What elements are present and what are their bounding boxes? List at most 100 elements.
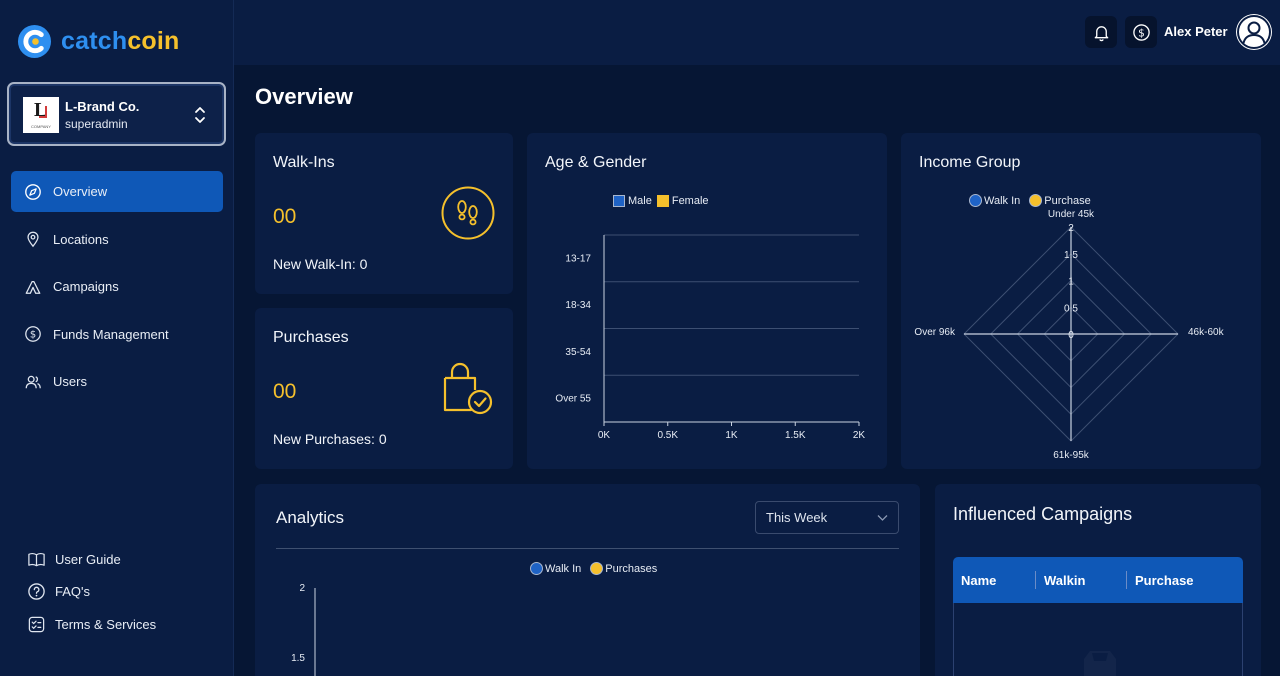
svg-text:$: $ bbox=[1138, 27, 1145, 39]
sidebar-item-label: Campaigns bbox=[53, 279, 119, 294]
sidebar-nav: Overview Locations Campaigns $ Funds Man… bbox=[11, 171, 223, 409]
radar-axis-label: Under 45k bbox=[1048, 209, 1095, 220]
income-group-card: Income Group Walk In Purchase 0 0.5 1 1.5 2 U… bbox=[901, 133, 1261, 469]
campaign-icon bbox=[25, 280, 41, 294]
income-radar-chart: 0 0.5 1 1.5 2 Under 45k 46k-60k 61k-95k Over 96k bbox=[914, 209, 1225, 461]
user-guide-link[interactable]: User Guide bbox=[27, 548, 156, 570]
age-gender-legend: Male Female bbox=[613, 195, 709, 207]
legend-swatch-walk-in bbox=[969, 194, 982, 207]
sidebar-item-overview[interactable]: Overview bbox=[11, 171, 223, 212]
wallet-button[interactable]: $ bbox=[1125, 16, 1157, 48]
sidebar-item-campaigns[interactable]: Campaigns bbox=[11, 266, 223, 307]
sidebar-item-locations[interactable]: Locations bbox=[11, 219, 223, 260]
radar-axis-label: Over 96k bbox=[914, 327, 956, 338]
y-tick-label: 1.5 bbox=[291, 653, 305, 664]
legend-swatch-female bbox=[656, 195, 669, 207]
faqs-link[interactable]: FAQ's bbox=[27, 581, 156, 603]
dollar-circle-icon: $ bbox=[25, 326, 41, 342]
x-tick-label: 1.5K bbox=[785, 430, 806, 441]
influenced-title: Influenced Campaigns bbox=[953, 504, 1133, 524]
topbar: $ Alex Peter bbox=[234, 0, 1280, 65]
purchases-value: 00 bbox=[273, 380, 297, 403]
x-tick-label: 1K bbox=[725, 430, 738, 441]
svg-text:$: $ bbox=[30, 330, 36, 341]
period-select-value: This Week bbox=[766, 510, 828, 525]
x-tick-label: 2K bbox=[853, 430, 866, 441]
campaigns-table-body bbox=[953, 603, 1243, 676]
radar-axis-label: 46k-60k bbox=[1188, 327, 1225, 338]
sidebar-footer: User Guide FAQ's Terms & Services bbox=[27, 548, 156, 646]
column-header-name[interactable]: Name bbox=[961, 572, 997, 588]
radar-tick-label: 0 bbox=[1068, 330, 1074, 341]
age-gender-title: Age & Gender bbox=[545, 154, 647, 171]
chevron-up-down-icon[interactable] bbox=[193, 104, 207, 126]
question-circle-icon bbox=[28, 583, 45, 600]
brand-logo: L COMPANY bbox=[23, 97, 59, 133]
legend-swatch-male bbox=[613, 195, 625, 207]
brand-role: superadmin bbox=[65, 117, 128, 131]
legend-label-walk-in[interactable]: Walk In bbox=[545, 562, 582, 575]
sidebar-item-users[interactable]: Users bbox=[11, 361, 223, 402]
compass-icon bbox=[25, 183, 41, 200]
purchases-new: New Purchases: 0 bbox=[273, 431, 387, 447]
logo-text: catchcoin bbox=[61, 27, 180, 55]
analytics-legend: Walk In Purchases bbox=[530, 562, 657, 575]
shopping-bag-check-icon bbox=[443, 362, 493, 415]
analytics-title: Analytics bbox=[276, 508, 345, 527]
analytics-chart: 21.5 bbox=[291, 583, 316, 676]
radar-tick-label: 1 bbox=[1068, 277, 1074, 288]
column-header-walkin[interactable]: Walkin bbox=[1044, 572, 1086, 588]
book-icon bbox=[28, 552, 45, 566]
analytics-divider bbox=[276, 548, 899, 549]
y-tick-label: Over 55 bbox=[555, 394, 591, 405]
income-title: Income Group bbox=[919, 154, 1021, 171]
age-gender-card: Age & Gender Male Female 13-17 18-34 35-54… bbox=[527, 133, 887, 469]
avatar[interactable] bbox=[1236, 14, 1272, 50]
legend-swatch-purchase bbox=[1029, 194, 1043, 207]
footprints-icon bbox=[441, 186, 495, 240]
location-pin-icon bbox=[27, 231, 39, 248]
bell-icon bbox=[1094, 25, 1108, 41]
sidebar-item-label: Funds Management bbox=[53, 326, 169, 342]
column-header-purchase[interactable]: Purchase bbox=[1135, 572, 1194, 588]
notifications-button[interactable] bbox=[1085, 16, 1117, 48]
sidebar-item-label: Users bbox=[53, 374, 87, 389]
checklist-icon bbox=[28, 616, 45, 632]
y-tick-label: 18-34 bbox=[565, 300, 591, 311]
dollar-circle-icon: $ bbox=[1132, 23, 1150, 41]
radar-tick-label: 1.5 bbox=[1064, 250, 1078, 261]
walkins-title: Walk-Ins bbox=[273, 154, 335, 171]
legend-swatch-walk-in bbox=[530, 562, 543, 575]
y-tick-label: 35-54 bbox=[565, 347, 591, 358]
chevron-down-icon bbox=[877, 515, 888, 521]
income-legend: Walk In Purchase bbox=[969, 194, 1091, 207]
walkins-new: New Walk-In: 0 bbox=[273, 256, 368, 272]
brand-switcher[interactable]: L COMPANY L-Brand Co. superadmin bbox=[7, 82, 226, 146]
radar-tick-label: 0.5 bbox=[1064, 303, 1078, 314]
logo[interactable]: catchcoin bbox=[17, 24, 180, 59]
user-name[interactable]: Alex Peter bbox=[1164, 24, 1228, 39]
x-tick-label: 0K bbox=[598, 430, 611, 441]
users-icon bbox=[25, 375, 41, 388]
terms-services-link[interactable]: Terms & Services bbox=[27, 613, 156, 635]
legend-label-purchase[interactable]: Purchase bbox=[1044, 194, 1091, 207]
period-select[interactable]: This Week bbox=[755, 501, 899, 534]
sidebar-item-funds-management[interactable]: $ Funds Management bbox=[11, 314, 223, 355]
page-title: Overview bbox=[255, 84, 353, 109]
radar-axis-label: 61k-95k bbox=[1053, 450, 1090, 461]
legend-label-female[interactable]: Female bbox=[671, 195, 709, 207]
sidebar-item-label: Locations bbox=[53, 231, 109, 247]
legend-label-purchases[interactable]: Purchases bbox=[605, 562, 658, 575]
empty-box-icon bbox=[1084, 651, 1116, 676]
legend-swatch-purchases bbox=[590, 562, 604, 575]
brand-name: L-Brand Co. bbox=[65, 99, 140, 114]
walkins-card: Walk-Ins 00 New Walk-In: 0 bbox=[255, 133, 513, 294]
x-tick-label: 0.5K bbox=[657, 430, 678, 441]
age-gender-chart: 13-17 18-34 35-54 Over 55 0K 0.5K 1K 1.5K 2K bbox=[555, 234, 866, 441]
legend-label-male[interactable]: Male bbox=[628, 195, 652, 207]
y-tick-label: 2 bbox=[299, 583, 305, 594]
radar-tick-label: 2 bbox=[1068, 223, 1074, 234]
avatar-icon bbox=[1237, 15, 1271, 49]
legend-label-walk-in[interactable]: Walk In bbox=[984, 194, 1021, 207]
